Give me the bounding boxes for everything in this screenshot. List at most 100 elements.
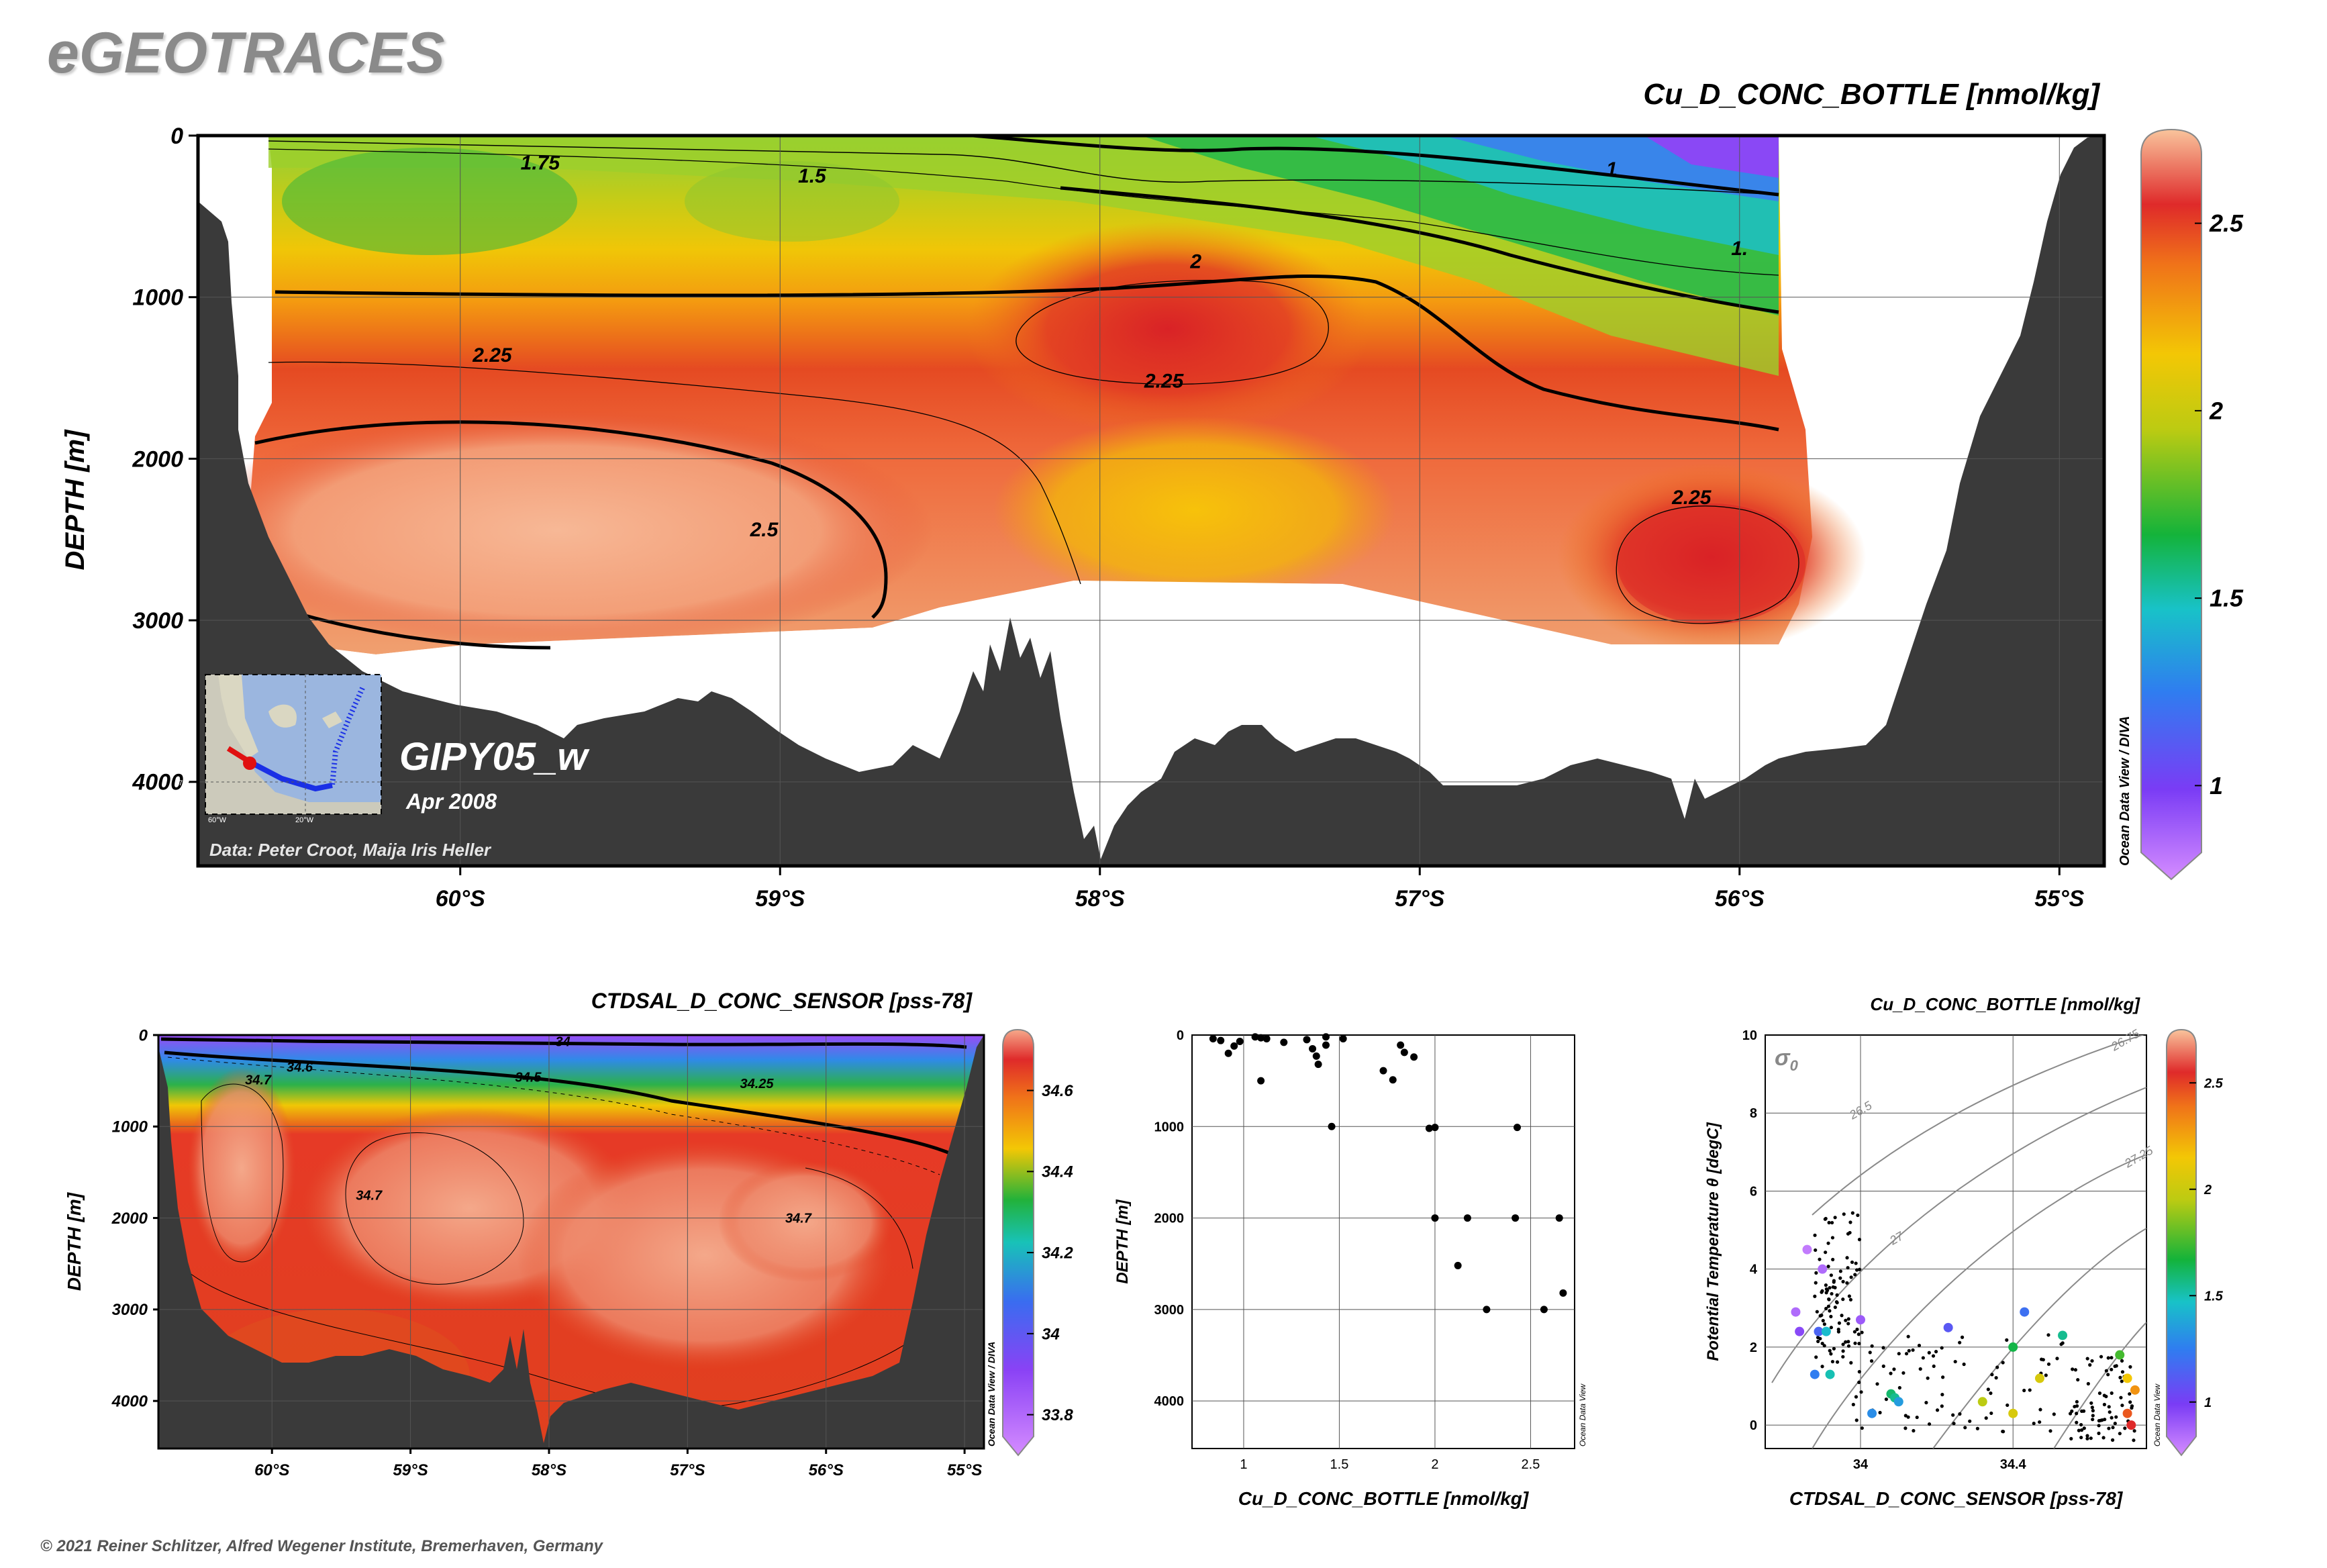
ts-sample-dot xyxy=(1962,1362,1966,1367)
ts-sample-dot xyxy=(2079,1435,2083,1440)
ts-sample-dot xyxy=(1940,1393,1944,1397)
ts-sample-dot xyxy=(2091,1414,2095,1418)
ts-sample-dot xyxy=(1918,1367,1922,1371)
ts-sample-dot xyxy=(1829,1273,1833,1277)
ts-sample-dot xyxy=(1857,1238,1862,1242)
ts-sample-dot xyxy=(1814,1281,1818,1285)
ts-sample-dot xyxy=(1820,1341,1824,1346)
ts-sample-dot xyxy=(1820,1290,1824,1294)
ts-sample-dot xyxy=(1975,1426,1979,1430)
ts-colored-point xyxy=(1943,1322,1953,1332)
contour-label: 1.75 xyxy=(521,152,561,175)
ts-sample-dot xyxy=(2081,1409,2086,1413)
ts-sample-dot xyxy=(1844,1318,1848,1322)
x-tick-label: 2.5 xyxy=(1522,1457,1540,1472)
ts-sample-dot xyxy=(1828,1285,1832,1290)
ts-sample-dot xyxy=(2114,1364,2118,1368)
profile-point xyxy=(1339,1034,1347,1042)
x-tick-label: 57°S xyxy=(1395,886,1444,912)
ts-sample-dot xyxy=(1830,1291,1834,1296)
ts-sample-dot xyxy=(2108,1410,2112,1414)
ts-title: Cu_D_CONC_BOTTLE [nmol/kg] xyxy=(1870,994,2140,1014)
ts-sample-dot xyxy=(2075,1400,2079,1404)
ts-sample-dot xyxy=(1904,1352,1909,1356)
ts-sample-dot xyxy=(1829,1326,1833,1330)
profile-point xyxy=(1322,1033,1330,1041)
y-tick-label: 2 xyxy=(1750,1340,1757,1355)
main-bathymetry xyxy=(198,136,2104,866)
y-tick-label: 6 xyxy=(1750,1184,1757,1199)
ts-sample-dot xyxy=(2111,1426,2115,1430)
contour-label: 34.7 xyxy=(356,1188,383,1203)
ts-sample-dot xyxy=(2046,1333,2050,1337)
contour-label: 1. xyxy=(1731,238,1748,260)
ts-sample-dot xyxy=(1870,1344,1874,1348)
ts-sample-dot xyxy=(1850,1211,1854,1215)
y-tick-label: 4000 xyxy=(132,770,183,795)
ts-sample-dot xyxy=(1849,1275,1853,1279)
salinity-title: CTDSAL_D_CONC_SENSOR [pss-78] xyxy=(591,989,973,1013)
ts-sample-dot xyxy=(1881,1346,1885,1350)
profile-point xyxy=(1400,1048,1408,1057)
ts-sample-dot xyxy=(1813,1233,1817,1237)
x-tick-label: 58°S xyxy=(532,1461,566,1479)
ts-sample-dot xyxy=(1857,1380,1861,1385)
salinity-colorbar-ticks: 33.8 34 34.2 34.4 34.6 xyxy=(1027,1082,1073,1424)
y-tick-label: 3000 xyxy=(1154,1303,1185,1318)
ts-sample-dot xyxy=(1829,1352,1833,1356)
colorbar-tick-label: 2.5 xyxy=(2209,209,2244,237)
colorbar-tick-label: 34.2 xyxy=(1042,1244,1073,1262)
ts-sample-dot xyxy=(1822,1344,1826,1348)
ts-sample-dot xyxy=(1968,1419,1972,1423)
ts-sample-dot xyxy=(1907,1349,1911,1353)
ts-sample-dot xyxy=(1814,1355,1818,1359)
ts-sample-dot xyxy=(1832,1346,1836,1351)
ts-sample-dot xyxy=(2091,1409,2095,1413)
ts-sample-dot xyxy=(1859,1390,1863,1394)
ts-sample-dot xyxy=(2055,1357,2059,1361)
ts-sample-dot xyxy=(1941,1375,1945,1379)
ts-sample-dot xyxy=(2046,1362,2051,1366)
x-tick-label: 59°S xyxy=(393,1461,428,1479)
ts-sample-dot xyxy=(2097,1424,2101,1428)
profile-point xyxy=(1397,1041,1405,1049)
ts-sample-dot xyxy=(1984,1416,1988,1420)
ts-colored-point xyxy=(2122,1408,2132,1418)
ts-sample-dot xyxy=(2132,1438,2136,1442)
x-tick-label: 1 xyxy=(1240,1457,1247,1472)
x-tick-label: 57°S xyxy=(670,1461,705,1479)
x-tick-label: 1.5 xyxy=(1330,1457,1349,1472)
ts-sample-dot xyxy=(1868,1351,1872,1355)
y-tick-label: 0 xyxy=(1177,1028,1184,1043)
ts-sample-dot xyxy=(1921,1356,1925,1360)
ts-sample-dot xyxy=(1827,1220,1831,1225)
ts-sample-dot xyxy=(1934,1350,1938,1354)
salinity-bathymetry xyxy=(158,1035,984,1449)
ts-sample-dot xyxy=(2052,1412,2056,1416)
ts-frame xyxy=(1765,1034,2147,1449)
profile-point xyxy=(1454,1261,1462,1269)
profile-point xyxy=(1257,1077,1265,1085)
profile-point xyxy=(1314,1061,1322,1069)
ts-sample-dot xyxy=(1878,1410,1882,1415)
ts-sample-dot xyxy=(2005,1338,2009,1342)
y-tick-label: 2000 xyxy=(1154,1212,1185,1226)
svg-text:40°S: 40°S xyxy=(179,697,195,705)
ts-sample-dot xyxy=(1857,1342,1861,1346)
data-credit: Data: Peter Croot, Maija Iris Heller xyxy=(209,840,492,860)
ts-sample-dot xyxy=(1846,1317,1850,1321)
profile-point xyxy=(1431,1124,1439,1132)
colorbar-tick-label: 2 xyxy=(2209,397,2223,424)
x-tick-label: 60°S xyxy=(254,1461,289,1479)
ts-sample-dot xyxy=(2106,1373,2110,1377)
ts-sample-dot xyxy=(2104,1394,2108,1399)
ts-sample-dot xyxy=(2097,1431,2101,1435)
y-tick-label: 0 xyxy=(139,1026,148,1044)
y-tick-label: 0 xyxy=(170,124,183,149)
ts-sample-dot xyxy=(1840,1314,1844,1318)
ts-sample-dot xyxy=(1835,1360,1840,1364)
main-title: Cu_D_CONC_BOTTLE [nmol/kg] xyxy=(1643,78,2100,111)
salinity-grid xyxy=(158,1035,984,1449)
ts-sample-dot xyxy=(2039,1357,2044,1361)
ts-colored-point xyxy=(2008,1342,2018,1352)
